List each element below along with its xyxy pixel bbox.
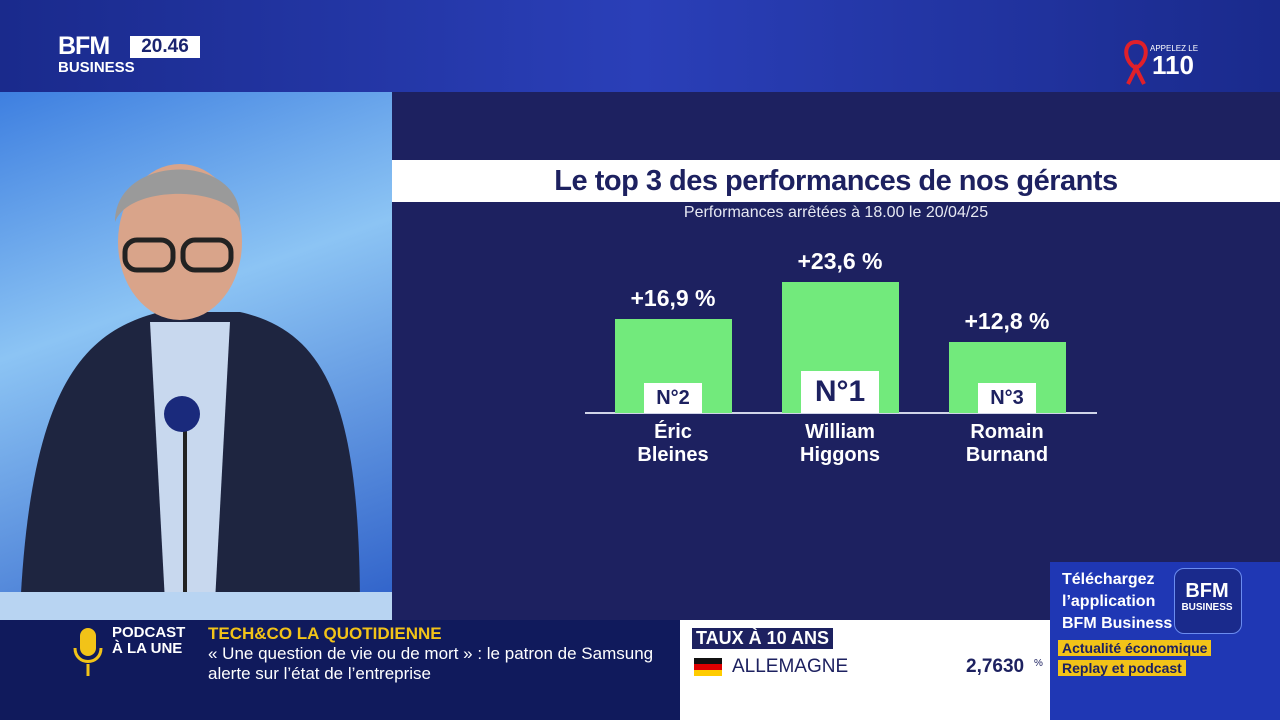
- mic-icon: [73, 628, 103, 676]
- hotline-number: 110: [1152, 50, 1194, 80]
- value-label: +16,9 %: [630, 285, 716, 312]
- chart-subtitle: Performances arrêtées à 18.00 le 20/04/2…: [683, 204, 989, 221]
- category-label: Romain Burnand: [965, 421, 1049, 466]
- headline: alerte sur l’état de l’entreprise: [208, 664, 432, 683]
- category-label: Éric Bleines: [637, 421, 709, 466]
- ribbon-icon: [1124, 40, 1148, 85]
- app-icon: [1174, 568, 1242, 634]
- promo-tag: Replay et podcast: [1058, 660, 1186, 676]
- market-title: TAUX À 10 ANS: [692, 628, 834, 649]
- promo-tag: Actualité économique: [1058, 640, 1212, 656]
- logo-top: BFM: [58, 32, 110, 60]
- headline: « Une question de vie ou de mort » : le …: [208, 644, 654, 663]
- value-label: +12,8 %: [964, 307, 1050, 334]
- market-country: ALLEMAGNE: [732, 656, 849, 677]
- hotline-label: APPELEZ LE: [1150, 44, 1199, 53]
- rank-badge: N°3: [978, 383, 1036, 413]
- app-logo-bottom: BUSINESS: [1181, 602, 1233, 613]
- value-label: +23,6 %: [797, 248, 883, 275]
- logo-bottom: BUSINESS: [58, 59, 135, 76]
- promo-text: Téléchargez: [1062, 571, 1155, 588]
- header-bar: [0, 0, 1280, 92]
- podcast-label: PODCAST: [112, 624, 186, 641]
- show-name: TECH&CO LA QUOTIDIENNE: [208, 624, 442, 643]
- chart-title: Le top 3 des performances de nos gérants: [392, 160, 1280, 202]
- rank-badge: N°2: [644, 383, 702, 413]
- podcast-label: À LA UNE: [112, 640, 183, 657]
- market-unit: %: [1034, 658, 1043, 669]
- app-logo-top: BFM: [1185, 580, 1229, 602]
- presenter: [0, 164, 392, 620]
- market-value: 2,7630: [966, 656, 1025, 677]
- flag: [694, 658, 722, 676]
- rank-badge: N°1: [801, 371, 879, 413]
- promo-text: BFM Business: [1062, 615, 1173, 632]
- promo-text: l’application: [1062, 593, 1156, 610]
- ticker-bar: [0, 620, 680, 720]
- category-label: William Higgons: [800, 421, 880, 466]
- baseline: [585, 412, 1097, 414]
- clock: 20.46: [130, 36, 200, 58]
